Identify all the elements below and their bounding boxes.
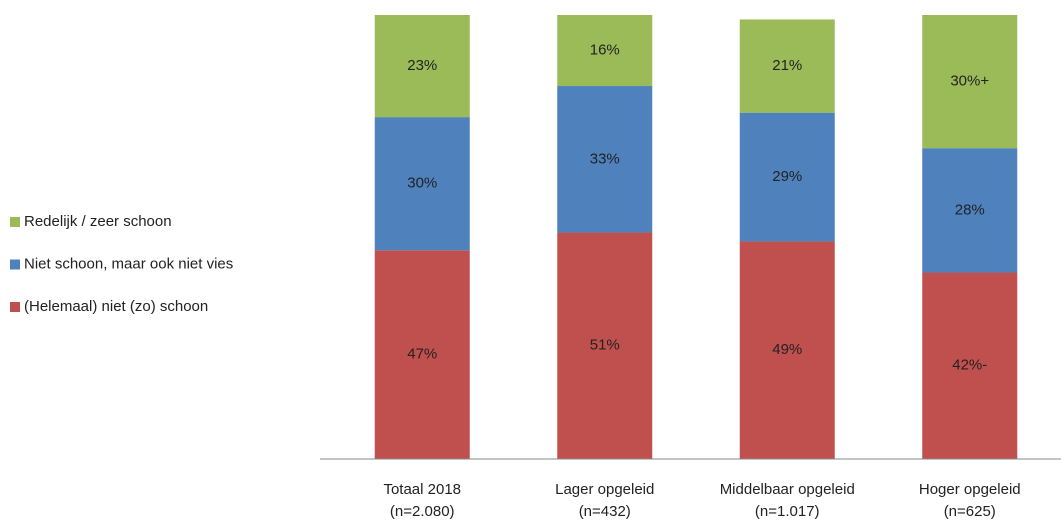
value-label: 21% xyxy=(772,57,802,74)
bar-segment xyxy=(922,15,1018,149)
x-tick-note: (n=1.017) xyxy=(755,503,820,520)
bar-segment xyxy=(557,232,653,459)
bar-segment xyxy=(739,112,835,242)
value-label: 51% xyxy=(590,337,620,354)
value-label: 30% xyxy=(407,175,437,192)
legend-swatch xyxy=(10,302,20,312)
bar-segment xyxy=(557,15,653,87)
legend-label: (Helemaal) niet (zo) schoon xyxy=(24,298,208,315)
bar-segment xyxy=(922,148,1018,273)
bar-segment xyxy=(557,86,653,233)
legend-swatch xyxy=(10,217,20,227)
x-tick-label: Totaal 2018 xyxy=(383,481,461,498)
x-tick-label: Hoger opgeleid xyxy=(919,481,1021,498)
x-tick-note: (n=625) xyxy=(944,503,996,520)
bar-segment xyxy=(374,250,470,459)
bar-segment xyxy=(739,19,835,113)
value-label: 28% xyxy=(955,201,985,218)
value-label: 16% xyxy=(590,41,620,58)
value-label: 29% xyxy=(772,168,802,185)
value-label: 49% xyxy=(772,341,802,358)
legend-label: Redelijk / zeer schoon xyxy=(24,213,172,230)
bar-segment xyxy=(374,117,470,251)
value-label: 33% xyxy=(590,150,620,167)
bar-segment xyxy=(374,15,470,118)
value-label: 23% xyxy=(407,57,437,74)
x-tick-note: (n=432) xyxy=(579,503,631,520)
legend-swatch xyxy=(10,259,20,270)
bar-segment xyxy=(739,241,835,459)
value-label: 47% xyxy=(407,346,437,363)
bar-segment xyxy=(922,272,1018,459)
value-label: 42%- xyxy=(952,357,987,374)
x-tick-note: (n=2.080) xyxy=(390,503,455,520)
x-tick-label: Lager opgeleid xyxy=(555,481,654,498)
x-tick-label: Middelbaar opgeleid xyxy=(720,481,855,498)
legend-label: Niet schoon, maar ook niet vies xyxy=(24,255,233,272)
value-label: 30%+ xyxy=(950,73,989,90)
